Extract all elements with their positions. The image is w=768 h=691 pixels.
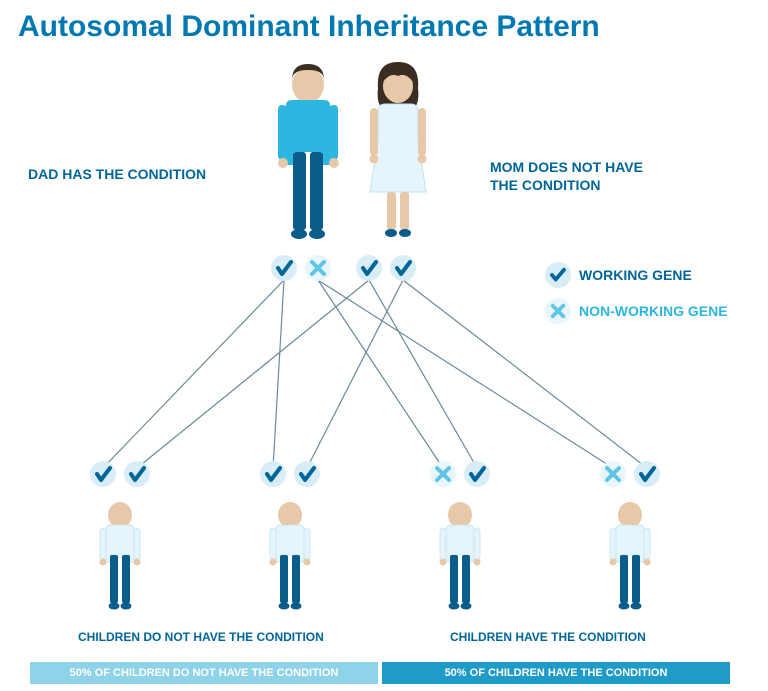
legend: WORKING GENE NON-WORKING GENE xyxy=(545,262,728,324)
dad-label: DAD HAS THE CONDITION xyxy=(28,165,206,183)
x-icon xyxy=(545,298,571,324)
bar-no-condition: 50% OF CHILDREN DO NOT HAVE THE CONDITIO… xyxy=(30,662,378,684)
check-icon xyxy=(545,262,571,288)
legend-working-label: WORKING GENE xyxy=(579,266,692,284)
inheritance-diagram xyxy=(0,0,768,691)
legend-working: WORKING GENE xyxy=(545,262,728,288)
legend-nonworking: NON-WORKING GENE xyxy=(545,298,728,324)
legend-nonworking-label: NON-WORKING GENE xyxy=(579,302,728,320)
bar-yes-condition: 50% OF CHILDREN HAVE THE CONDITION xyxy=(382,662,730,684)
children-yes-label: CHILDREN HAVE THE CONDITION xyxy=(450,630,646,646)
mom-label: MOM DOES NOT HAVE THE CONDITION xyxy=(490,158,643,194)
page-title: Autosomal Dominant Inheritance Pattern xyxy=(18,10,600,44)
children-no-label: CHILDREN DO NOT HAVE THE CONDITION xyxy=(78,630,324,646)
